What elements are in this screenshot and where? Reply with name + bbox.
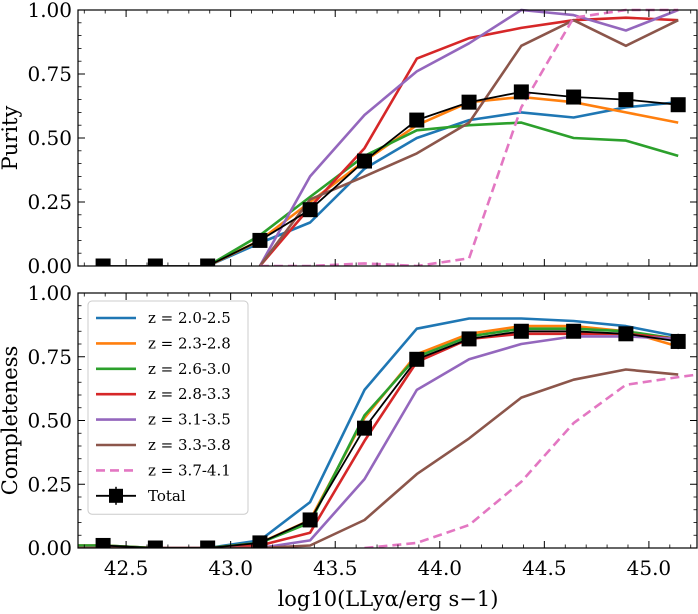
plot-frame [77,9,698,267]
legend-box [87,300,249,515]
legend-label: z = 2.6-3.0 [148,360,231,378]
total-marker [409,351,425,367]
total-marker [461,331,477,347]
series-line-7 [259,8,679,266]
total-marker [513,84,529,100]
x-tick-label: 45.0 [627,556,672,580]
total-marker [409,112,425,128]
y-tick-label: 1.00 [27,0,72,22]
y-tick-label: 0.75 [27,345,72,369]
y-axis-label: Completeness [0,346,22,496]
y-tick-label: 1.00 [27,281,72,305]
legend-label: Total [148,487,186,505]
y-tick-label: 0.00 [27,536,72,560]
x-tick-label: 44.5 [522,556,567,580]
total-marker [252,535,268,548]
y-tick-label: 0.50 [27,409,72,433]
series-line-7 [364,373,697,548]
total-marker [618,326,634,342]
legend-label: z = 2.0-2.5 [148,309,231,327]
series-line-5 [258,8,679,266]
y-axis-label: Purity [0,106,22,171]
legend-marker [109,488,123,503]
series-line-4 [258,16,679,266]
total-marker [618,92,634,108]
total-marker [356,153,372,169]
legend-label: z = 3.1-3.5 [148,411,231,429]
y-tick-label: 0.00 [27,254,72,278]
y-tick-label: 0.50 [27,126,72,150]
total-marker [566,323,582,339]
completeness-panel: 42.5 43.0 43.5 44.0 44.5 45.0 0.00 0.25 0.50 0.75… [0,281,698,580]
legend-label: z = 2.8-3.3 [148,385,231,403]
total-line [103,90,679,266]
total-marker [200,258,216,266]
series-line-1 [78,317,679,548]
y-tick-label: 0.25 [27,190,72,214]
legend: z = 2.0-2.5 z = 2.3-2.8 z = 2.6-3.0 z = 2.8… [87,300,249,515]
plot-area [78,317,697,548]
total-marker [566,89,582,105]
x-tick-label: 43.5 [313,556,358,580]
total-marker [147,258,163,266]
total-marker [356,420,372,436]
total-marker [302,202,318,218]
total-marker [302,512,318,528]
total-marker [95,537,111,548]
series-line-6 [258,18,679,266]
total-marker [252,232,268,248]
x-tick-label: 43.0 [208,556,253,580]
y-tick-label: 0.25 [27,472,72,496]
legend-label: z = 2.3-2.8 [148,334,231,352]
total-marker [147,540,163,548]
total-marker [95,258,111,266]
total-marker [513,323,529,339]
series-line-6 [78,368,679,548]
series-line-3 [207,121,679,266]
total-marker [670,333,686,349]
plot-area [95,8,686,266]
x-tick-label: 42.5 [104,556,149,580]
x-tick-label: 44.0 [418,556,463,580]
total-marker [461,94,477,110]
total-line [103,330,679,548]
y-tick-label: 0.75 [27,62,72,86]
total-marker [200,540,216,548]
x-axis-label: log10(LLyα/erg s−1) [278,587,499,611]
total-marker [670,97,686,113]
purity-panel: 0.00 0.25 0.50 0.75 1.00 Purity [0,0,698,278]
legend-label: z = 3.3-3.8 [148,436,231,454]
legend-label: z = 3.7-4.1 [148,461,231,479]
